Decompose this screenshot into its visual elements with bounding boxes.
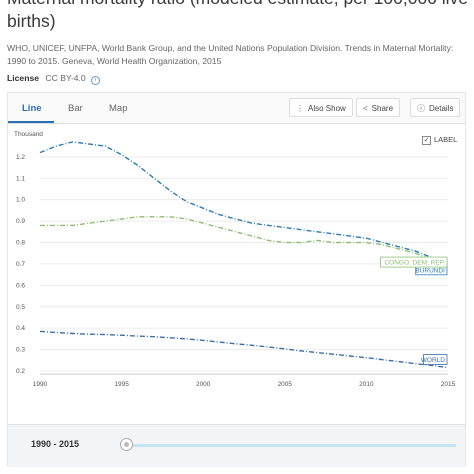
x-tick-label: 2000 [196,381,211,388]
tab-map[interactable]: Map [109,103,128,114]
series-end-label-box [423,354,448,365]
checkbox-checked-icon[interactable]: ✓ [422,135,431,145]
time-range-bar: 1990 - 2015 [8,424,465,467]
series-line [39,141,449,263]
chart-panel: Line Bar Map ⋮ Also Show < Share ⓘ Details … [7,92,466,467]
also-show-button[interactable]: ⋮ Also Show [289,98,353,117]
x-tick-label: 2005 [278,381,293,388]
also-show-label: Also Show [308,104,346,113]
line-chart: Thousand 0.2 0.3 0.4 0.5 0.6 0.7 0.8 0.9 1.0 1.1 1.… [14,131,456,388]
series-end-label-text: BURUNDI [415,267,445,274]
chart-area: Thousand 0.2 0.3 0.4 0.5 0.6 0.7 0.8 0.9 1.0 1.1 1.… [8,124,465,424]
x-tick-label: 2015 [441,381,456,388]
series-end-label: CONGO, DEM. REP. [380,256,448,268]
details-button[interactable]: ⓘ Details [410,98,461,117]
series-line [40,216,449,267]
y-tick-label: 0.2 [16,368,25,375]
y-tick-label: 1.0 [16,197,25,204]
page-title: Maternal mortality ratio (modeled estima… [7,0,468,31]
x-tick-label: 2010 [359,381,374,388]
active-tab-indicator [8,121,54,123]
y-unit-label: Thousand [14,131,43,138]
license-label: License [7,73,40,83]
share-button[interactable]: < Share [356,98,401,117]
y-tick-label: 1.1 [16,175,25,182]
y-tick-label: 0.8 [16,240,25,247]
y-tick-label: 0.6 [16,282,25,289]
info-icon: ⓘ [417,104,425,113]
source-note: WHO, UNICEF, UNFPA, World Bank Group, an… [7,43,454,66]
y-tick-label: 0.4 [16,325,25,332]
x-tick-label: 1995 [114,381,129,388]
license-line: License CC BY-4.0 i [7,73,101,85]
view-tabs: Line Bar Map ⋮ Also Show < Share ⓘ Details [8,93,465,124]
tab-line[interactable]: Line [22,103,42,114]
license-value[interactable]: CC BY-4.0 [45,73,86,83]
y-tick-label: 0.7 [16,261,25,268]
share-icon: < [363,104,368,113]
x-tick-label: 1990 [33,381,48,388]
vertical-dots-icon: ⋮ [296,104,304,113]
year-range-slider-track[interactable] [126,444,456,447]
series-line [39,330,449,369]
tab-bar[interactable]: Bar [68,103,83,114]
y-tick-label: 0.3 [16,347,25,354]
y-tick-label: 0.5 [16,304,25,311]
details-label: Details [429,104,454,113]
y-tick-label: 1.2 [16,154,25,161]
label-toggle-text: LABEL [434,135,458,144]
info-icon[interactable]: i [91,76,101,85]
label-toggle[interactable]: ✓ LABEL [422,135,457,145]
series-end-label: WORLD [421,354,448,365]
series-end-label-text: CONGO, DEM. REP. [384,260,445,267]
year-range-slider-handle[interactable] [120,438,133,451]
series-end-label-text: WORLD [421,357,446,364]
year-range-label: 1990 - 2015 [31,439,80,449]
share-label: Share [371,104,394,113]
series-end-label-box [380,256,448,268]
y-tick-label: 0.9 [16,218,25,225]
